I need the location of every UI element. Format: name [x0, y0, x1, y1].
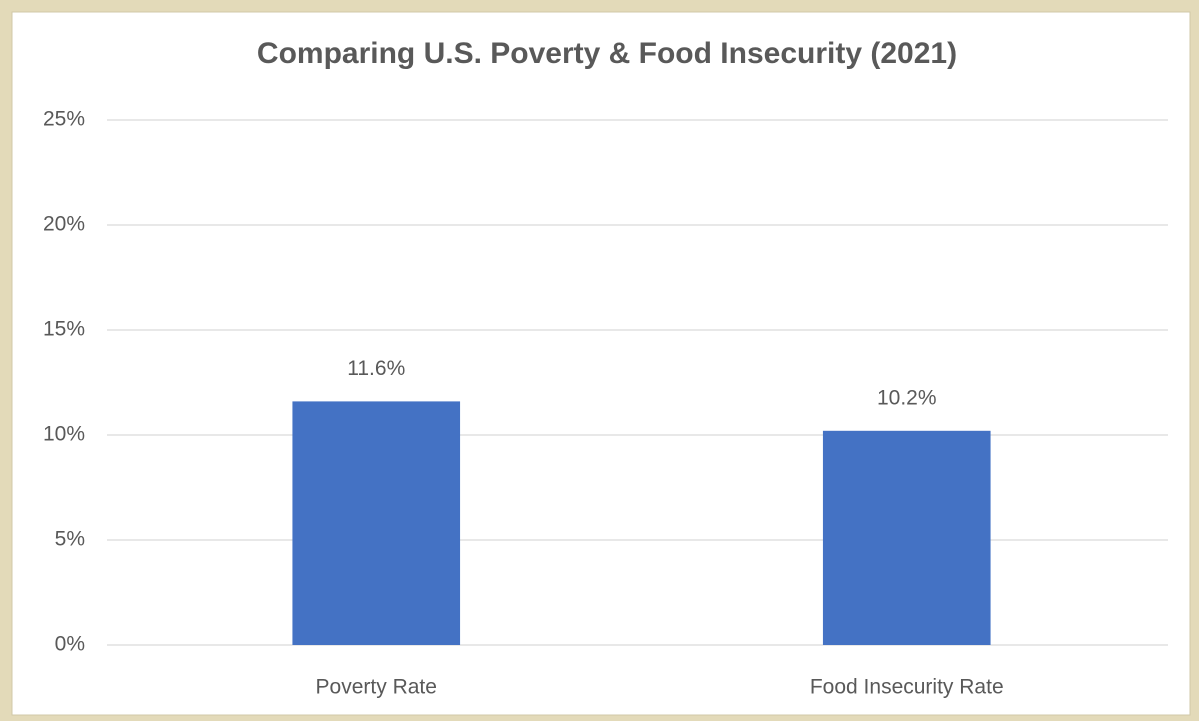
x-tick-label: Food Insecurity Rate	[810, 676, 1004, 699]
chart-area	[11, 11, 1191, 716]
chart-title: Comparing U.S. Poverty & Food Insecurity…	[257, 37, 957, 70]
y-tick-label: 15%	[43, 318, 85, 341]
y-tick-label: 20%	[43, 213, 85, 236]
data-label: 11.6%	[347, 357, 405, 380]
y-tick-label: 25%	[43, 108, 85, 131]
bar	[822, 430, 991, 645]
y-tick-label: 5%	[55, 528, 85, 551]
data-label: 10.2%	[877, 386, 937, 409]
bar	[292, 401, 461, 645]
x-tick-label: Poverty Rate	[316, 676, 437, 699]
y-tick-label: 10%	[43, 423, 85, 446]
y-tick-label: 0%	[55, 633, 85, 656]
